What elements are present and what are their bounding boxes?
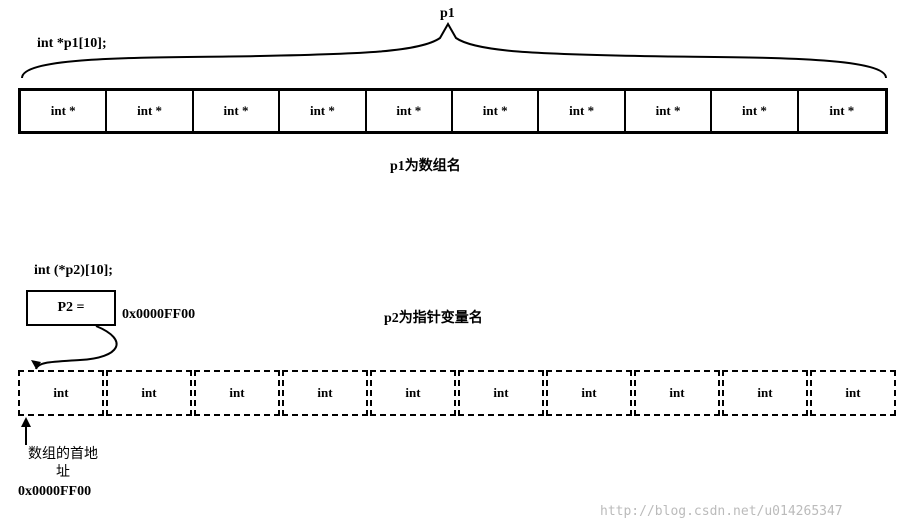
array-head-note: 数组的首地 址	[18, 446, 108, 482]
p2-caption: p2为指针变量名	[384, 307, 483, 327]
p1-cell: int *	[799, 91, 885, 131]
note-line1: 数组的首地	[28, 447, 98, 462]
p1-cell: int *	[626, 91, 712, 131]
p2-cell: int	[458, 370, 544, 416]
p2-declaration: int (*p2)[10];	[34, 263, 113, 279]
p1-caption: p1为数组名	[390, 155, 461, 175]
p2-box-label: P2 =	[57, 300, 84, 316]
p1-cell: int *	[712, 91, 798, 131]
p1-cell: int *	[107, 91, 193, 131]
p2-cell: int	[282, 370, 368, 416]
brace-svg	[0, 0, 915, 524]
p1-cell: int *	[539, 91, 625, 131]
p2-array: int int int int int int int int int int	[18, 370, 906, 416]
p1-cell: int *	[367, 91, 453, 131]
p2-cell: int	[194, 370, 280, 416]
p2-cell: int	[546, 370, 632, 416]
p2-box: P2 =	[26, 290, 116, 326]
arrow-p2-svg	[0, 0, 915, 524]
p2-cell: int	[370, 370, 456, 416]
p2-address: 0x0000FF00	[122, 307, 195, 323]
p2-cell: int	[106, 370, 192, 416]
p1-cell: int *	[194, 91, 280, 131]
note-line2: 址	[56, 465, 70, 480]
p1-cell: int *	[280, 91, 366, 131]
p1-brace-label: p1	[440, 6, 455, 22]
watermark: http://blog.csdn.net/u014265347	[600, 504, 843, 519]
p2-cell: int	[18, 370, 104, 416]
p1-array: int * int * int * int * int * int * int …	[18, 88, 888, 134]
p1-cell: int *	[453, 91, 539, 131]
p2-cell: int	[722, 370, 808, 416]
p1-cell: int *	[21, 91, 107, 131]
p2-cell: int	[634, 370, 720, 416]
p2-cell: int	[810, 370, 896, 416]
p1-declaration: int *p1[10];	[37, 36, 107, 52]
array-head-address: 0x0000FF00	[18, 484, 91, 500]
